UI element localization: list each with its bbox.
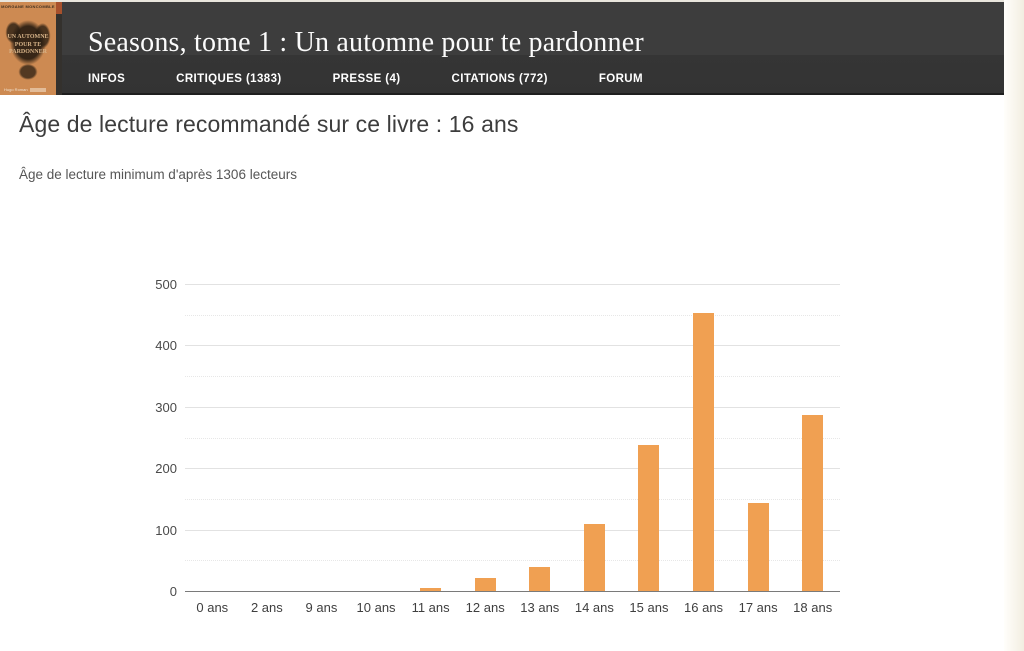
cover-series-blob <box>30 88 46 92</box>
age-chart-plot: 0 100 200 300 400 500 0 ans 2 ans 9 ans 10 ans 11 … <box>155 277 840 615</box>
nav-tab-infos[interactable]: INFOS <box>88 72 126 85</box>
book-title: Seasons, tome 1 : Un automne pour te par… <box>88 27 644 58</box>
cover-author-text: MORGANE MONCOMBLE <box>1 4 55 9</box>
y-tick-label: 300 <box>155 399 177 415</box>
x-tick-label: 13 ans <box>520 600 560 615</box>
x-tick-label: 2 ans <box>250 600 283 615</box>
book-header: MORGANE MONCOMBLE UN AUTOMNE POUR TE PAR… <box>0 2 1004 95</box>
bar-16-ans <box>693 312 715 591</box>
y-tick-label: 0 <box>169 584 177 599</box>
nav-tab-forum[interactable]: FORUM <box>598 72 643 85</box>
main-content: Âge de lecture recommandé sur ce livre :… <box>0 95 1004 182</box>
bar-15-ans <box>638 445 660 591</box>
cover-title-text: UN AUTOMNE POUR TE PARDONNER <box>7 34 49 55</box>
x-tick-label: 16 ans <box>684 600 724 615</box>
x-tick-label: 11 ans <box>411 600 450 615</box>
page-subtitle: Âge de lecture minimum d'après 1306 lect… <box>19 167 297 182</box>
y-tick-label: 200 <box>155 461 177 477</box>
book-cover[interactable]: MORGANE MONCOMBLE UN AUTOMNE POUR TE PAR… <box>0 2 62 95</box>
top-edge-line <box>0 0 1004 2</box>
x-tick-label: 12 ans <box>465 600 505 615</box>
x-tick-label: 14 ans <box>574 600 614 615</box>
major-gridline <box>185 406 840 408</box>
cover-leaves-art <box>2 12 54 80</box>
book-nav: INFOS CRITIQUES (1383) PRESSE (4) CITATI… <box>88 73 994 85</box>
y-tick-label: 400 <box>155 338 177 354</box>
bar-18-ans <box>802 414 824 591</box>
minor-gridline <box>185 560 840 562</box>
major-gridline <box>185 468 840 470</box>
minor-gridline <box>185 437 840 439</box>
y-tick-label: 100 <box>155 522 177 538</box>
right-edge-strip <box>1004 0 1024 651</box>
page-title: Âge de lecture recommandé sur ce livre :… <box>19 111 519 137</box>
major-gridline <box>185 345 840 347</box>
x-tick-label: 15 ans <box>629 600 669 615</box>
minor-gridline <box>185 314 840 316</box>
x-tick-label: 9 ans <box>305 600 338 615</box>
x-tick-label: 17 ans <box>738 600 778 615</box>
major-gridline <box>185 284 840 285</box>
x-tick-label: 0 ans <box>196 600 229 615</box>
major-gridline <box>185 529 840 531</box>
bar-12-ans <box>474 578 496 591</box>
cover-spine <box>56 2 62 95</box>
bar-13-ans <box>529 567 551 591</box>
cover-publisher-text: Hugo Roman <box>4 87 28 92</box>
x-tick-label: 18 ans <box>793 600 833 615</box>
bar-11-ans <box>420 587 442 591</box>
bar-17-ans <box>747 502 769 591</box>
bar-14-ans <box>583 524 605 591</box>
x-tick-label: 10 ans <box>356 600 396 615</box>
nav-tab-citations[interactable]: CITATIONS (772) <box>451 72 548 85</box>
cover-corner-tag <box>56 2 62 14</box>
nav-tab-presse[interactable]: PRESSE (4) <box>332 72 401 85</box>
header-content: Seasons, tome 1 : Un automne pour te par… <box>88 2 994 85</box>
y-tick-label: 500 <box>155 277 177 292</box>
minor-gridline <box>185 376 840 378</box>
minor-gridline <box>185 498 840 500</box>
nav-tab-critiques[interactable]: CRITIQUES (1383) <box>176 72 282 85</box>
